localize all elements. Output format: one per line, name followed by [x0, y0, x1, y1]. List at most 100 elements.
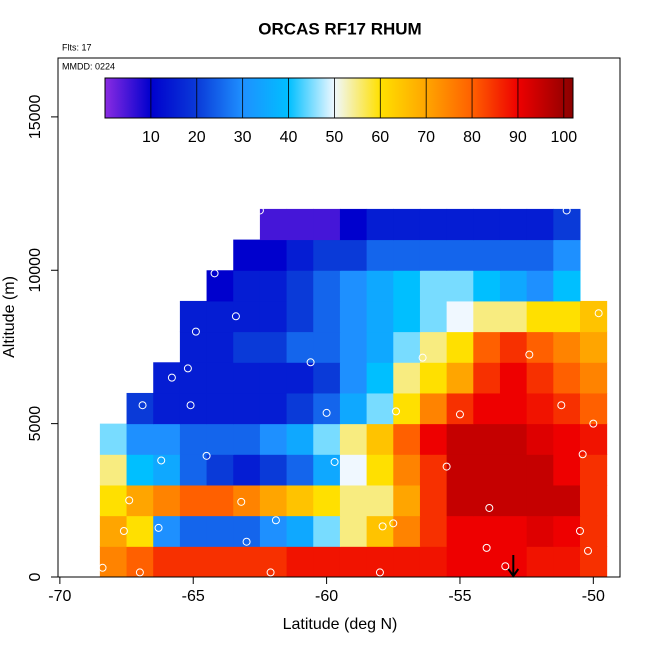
sample-point — [242, 537, 251, 546]
heat-cell — [313, 484, 341, 517]
sample-point — [482, 543, 491, 552]
heat-cell — [393, 423, 421, 455]
heat-cell — [526, 546, 554, 578]
y-tick-label: 15000 — [27, 95, 44, 140]
heat-cell — [259, 300, 288, 333]
heat-cell — [233, 300, 261, 333]
colorbar-tick-label: 50 — [326, 129, 344, 146]
heat-cell — [553, 270, 581, 302]
heat-cell — [446, 515, 474, 547]
heat-cell — [233, 454, 261, 486]
heat-cell — [366, 239, 394, 271]
heat-cell — [259, 362, 288, 394]
heat-cell — [446, 484, 474, 517]
heat-cell — [526, 392, 554, 425]
heat-cell — [286, 300, 314, 333]
heat-cell — [473, 392, 501, 425]
heat-cell — [286, 515, 314, 547]
heat-cell — [339, 270, 368, 302]
heat-cell — [499, 454, 528, 486]
heat-cell — [233, 546, 261, 578]
heat-cell — [313, 300, 341, 333]
heat-cell — [206, 423, 234, 455]
heat-cell — [179, 331, 208, 363]
heat-cell — [339, 484, 368, 517]
heat-cell — [553, 362, 581, 394]
heat-cell — [366, 208, 394, 241]
heat-cell — [313, 270, 341, 302]
heat-cell — [393, 454, 421, 486]
heat-cell — [259, 484, 288, 517]
x-tick-label: -60 — [315, 588, 338, 605]
heat-cell — [499, 300, 528, 333]
heat-cell — [419, 270, 448, 302]
heat-cell — [526, 454, 554, 486]
sample-point — [442, 462, 451, 471]
heat-cell — [339, 208, 368, 241]
heat-cell — [339, 423, 368, 455]
sample-point — [578, 450, 587, 459]
sample-point — [455, 410, 464, 419]
heat-cell — [313, 362, 341, 394]
sample-point — [210, 269, 219, 278]
sample-point — [202, 451, 211, 460]
heat-cell — [446, 362, 474, 394]
heat-cell — [313, 515, 341, 547]
heat-cell — [286, 208, 314, 241]
heat-cell — [393, 270, 421, 302]
y-axis-label: Altitude (m) — [1, 276, 18, 358]
heat-cell — [339, 392, 368, 425]
heat-cell — [366, 392, 394, 425]
heat-cell — [473, 454, 501, 486]
heat-cell — [366, 515, 394, 547]
heat-cell — [153, 546, 181, 578]
heat-cell — [366, 362, 394, 394]
heat-cell — [206, 300, 234, 333]
sample-point — [562, 206, 571, 215]
heat-cell — [366, 423, 394, 455]
sample-points — [98, 197, 603, 577]
heat-cell — [393, 546, 421, 578]
heat-cell — [259, 423, 288, 455]
heat-cell — [259, 239, 288, 271]
sample-point — [154, 523, 163, 532]
heat-cell — [499, 515, 528, 547]
heat-cell — [179, 300, 208, 333]
y-tick-label: 10000 — [27, 248, 44, 293]
heat-cell — [233, 423, 261, 455]
heat-cell — [419, 362, 448, 394]
x-tick-label: -70 — [48, 588, 71, 605]
colorbar-tick-label: 90 — [509, 129, 527, 146]
heat-cell — [179, 392, 208, 425]
x-axis-label: Latitude (deg N) — [283, 616, 398, 633]
heat-cell — [126, 546, 154, 578]
heat-cell — [99, 423, 128, 455]
heat-cell — [553, 546, 581, 578]
sample-point — [418, 353, 427, 362]
sample-point — [306, 358, 315, 367]
heat-cell — [99, 515, 128, 547]
sample-point — [589, 419, 598, 428]
sample-point — [378, 522, 387, 531]
heat-cell — [553, 331, 581, 363]
heat-cell — [233, 362, 261, 394]
heat-cell — [393, 362, 421, 394]
heat-cell — [233, 331, 261, 363]
heat-cell — [393, 331, 421, 363]
sample-point — [183, 364, 192, 373]
heat-cell — [339, 331, 368, 363]
heat-cell — [339, 362, 368, 394]
heat-cell — [313, 423, 341, 455]
sample-point — [330, 457, 339, 466]
colorbar-tick-label: 100 — [550, 129, 577, 146]
heat-cell — [179, 423, 208, 455]
sample-point — [557, 401, 566, 410]
sample-point — [191, 327, 200, 336]
heat-cell — [553, 515, 581, 547]
arrow — [507, 555, 520, 578]
sample-point — [485, 503, 494, 512]
colorbar-tick-label: 70 — [417, 129, 435, 146]
heat-cell — [206, 515, 234, 547]
heat-cell — [419, 423, 448, 455]
heat-cell — [446, 239, 474, 271]
